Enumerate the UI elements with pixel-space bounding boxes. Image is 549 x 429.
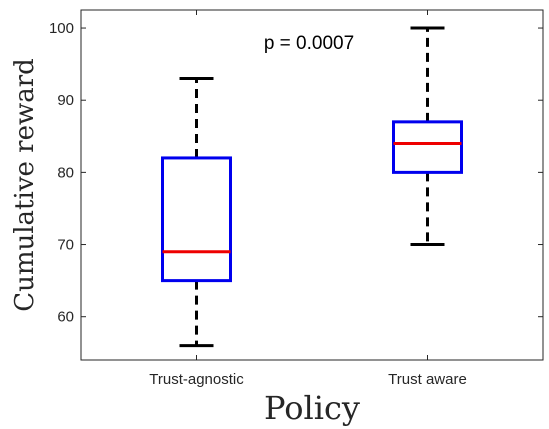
iqr-box bbox=[161, 156, 232, 283]
axes-frame bbox=[80, 9, 544, 361]
y-axis-label: Cumulative reward bbox=[10, 58, 40, 312]
plot-marks bbox=[161, 26, 463, 348]
x-tick-label: Trust aware bbox=[388, 371, 467, 388]
x-tick-label: Trust-agnostic bbox=[149, 371, 244, 388]
iqr-box bbox=[392, 120, 463, 174]
y-tick-label: 90 bbox=[57, 92, 74, 109]
y-tick-label: 80 bbox=[57, 164, 74, 181]
y-tick-label: 100 bbox=[49, 20, 74, 37]
x-axis-label: Policy bbox=[264, 389, 360, 427]
y-tick-label: 70 bbox=[57, 237, 74, 254]
y-tick-label: 60 bbox=[57, 309, 74, 326]
box-group-0 bbox=[161, 77, 232, 348]
box-group-1 bbox=[392, 26, 463, 247]
x-axis-ticks: Trust-agnostic Trust aware bbox=[149, 10, 467, 388]
p-value-annotation: p = 0.0007 bbox=[264, 33, 354, 54]
y-axis-ticks: 60 70 80 90 100 bbox=[49, 20, 543, 326]
